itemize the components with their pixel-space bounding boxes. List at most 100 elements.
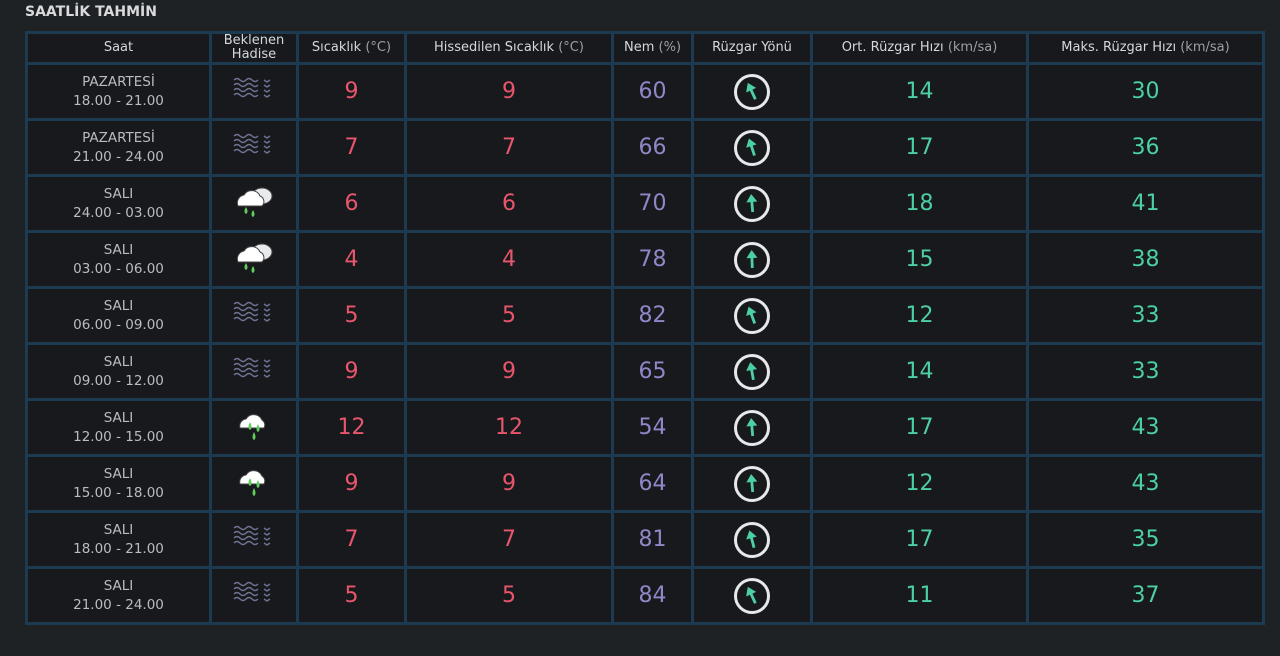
wind-direction-cell: [691, 230, 813, 289]
max-wind-speed: 36: [1026, 118, 1265, 177]
humidity: 82: [611, 286, 694, 345]
time-cell: SALI 18.00 - 21.00: [25, 510, 212, 569]
avg-wind-speed: 17: [810, 398, 1029, 457]
humidity: 54: [611, 398, 694, 457]
wind-direction-arrow-icon: [734, 465, 770, 502]
max-wind-speed: 43: [1026, 454, 1265, 513]
time-range: 03.00 - 06.00: [73, 260, 164, 277]
humidity: 65: [611, 342, 694, 401]
weather-cell: [209, 118, 299, 177]
header-maks: Maks. Rüzgar Hızı (km/sa): [1026, 31, 1265, 65]
rain-icon: [234, 413, 274, 448]
wind-direction-cell: [691, 174, 813, 233]
max-wind-speed: 37: [1026, 566, 1265, 625]
avg-wind-speed: 17: [810, 118, 1029, 177]
time-cell: SALI 06.00 - 09.00: [25, 286, 212, 345]
table-row: SALI 09.00 - 12.00 9 9 65 14 33: [25, 342, 1265, 401]
day-label: SALI: [103, 521, 134, 538]
time-range: 18.00 - 21.00: [73, 540, 164, 557]
header-yon: Rüzgar Yönü: [691, 31, 813, 65]
wind-direction-arrow-icon: [734, 185, 770, 222]
wind-direction-cell: [691, 510, 813, 569]
wind-direction-cell: [691, 398, 813, 457]
rain-cloudy-icon: [230, 243, 278, 280]
time-range: 21.00 - 24.00: [73, 148, 164, 165]
wind-direction-cell: [691, 342, 813, 401]
feels-like: 6: [404, 174, 614, 233]
wind-direction-arrow-icon: [734, 521, 770, 558]
avg-wind-speed: 17: [810, 510, 1029, 569]
weather-cell: [209, 566, 299, 625]
time-cell: SALI 03.00 - 06.00: [25, 230, 212, 289]
weather-cell: [209, 510, 299, 569]
max-wind-speed: 35: [1026, 510, 1265, 569]
time-range: 18.00 - 21.00: [73, 92, 164, 109]
time-range: 09.00 - 12.00: [73, 372, 164, 389]
avg-wind-speed: 11: [810, 566, 1029, 625]
wind-direction-arrow-icon: [734, 241, 770, 278]
day-label: PAZARTESİ: [82, 129, 155, 146]
temperature: 7: [296, 118, 407, 177]
wind-direction-cell: [691, 454, 813, 513]
fog-icon: [232, 525, 276, 555]
rain-icon: [234, 469, 274, 504]
temperature: 9: [296, 454, 407, 513]
header-hissedilen: Hissedilen Sıcaklık (°C): [404, 31, 614, 65]
temperature: 9: [296, 342, 407, 401]
humidity: 78: [611, 230, 694, 289]
hourly-forecast-table: Saat Beklenen Hadise Sıcaklık (°C) Hisse…: [25, 31, 1265, 625]
temperature: 5: [296, 286, 407, 345]
time-range: 06.00 - 09.00: [73, 316, 164, 333]
feels-like: 9: [404, 62, 614, 121]
avg-wind-speed: 12: [810, 454, 1029, 513]
weather-cell: [209, 342, 299, 401]
day-label: PAZARTESİ: [82, 73, 155, 90]
temperature: 12: [296, 398, 407, 457]
day-label: SALI: [103, 577, 134, 594]
time-cell: PAZARTESİ 21.00 - 24.00: [25, 118, 212, 177]
fog-icon: [232, 581, 276, 611]
time-range: 24.00 - 03.00: [73, 204, 164, 221]
weather-cell: [209, 454, 299, 513]
weather-cell: [209, 286, 299, 345]
feels-like: 9: [404, 454, 614, 513]
section-title: SAATLİK TAHMİN: [25, 4, 157, 20]
day-label: SALI: [103, 465, 134, 482]
day-label: SALI: [103, 185, 134, 202]
time-cell: SALI 09.00 - 12.00: [25, 342, 212, 401]
fog-icon: [232, 133, 276, 163]
weather-cell: [209, 398, 299, 457]
day-label: SALI: [103, 353, 134, 370]
feels-like: 7: [404, 510, 614, 569]
humidity: 60: [611, 62, 694, 121]
header-nem: Nem (%): [611, 31, 694, 65]
header-hadise: Beklenen Hadise: [209, 31, 299, 65]
time-cell: PAZARTESİ 18.00 - 21.00: [25, 62, 212, 121]
rain-cloudy-icon: [230, 187, 278, 224]
humidity: 64: [611, 454, 694, 513]
table-row: SALI 12.00 - 15.00 12 12 54 17 43: [25, 398, 1265, 457]
humidity: 81: [611, 510, 694, 569]
day-label: SALI: [103, 409, 134, 426]
avg-wind-speed: 15: [810, 230, 1029, 289]
table-row: SALI 06.00 - 09.00 5 5 82 12 33: [25, 286, 1265, 345]
fog-icon: [232, 301, 276, 331]
max-wind-speed: 38: [1026, 230, 1265, 289]
time-cell: SALI 15.00 - 18.00: [25, 454, 212, 513]
wind-direction-cell: [691, 286, 813, 345]
time-cell: SALI 12.00 - 15.00: [25, 398, 212, 457]
time-cell: SALI 24.00 - 03.00: [25, 174, 212, 233]
table-row: SALI 21.00 - 24.00 5 5 84 11 37: [25, 566, 1265, 625]
wind-direction-arrow-icon: [734, 297, 770, 334]
wind-direction-arrow-icon: [734, 577, 770, 614]
table-row: PAZARTESİ 21.00 - 24.00 7 7 66 17 36: [25, 118, 1265, 177]
humidity: 84: [611, 566, 694, 625]
wind-direction-arrow-icon: [734, 353, 770, 390]
feels-like: 5: [404, 286, 614, 345]
table-row: SALI 18.00 - 21.00 7 7 81 17 35: [25, 510, 1265, 569]
avg-wind-speed: 14: [810, 342, 1029, 401]
header-saat: Saat: [25, 31, 212, 65]
max-wind-speed: 30: [1026, 62, 1265, 121]
wind-direction-arrow-icon: [734, 129, 770, 166]
table-row: SALI 03.00 - 06.00 4 4 78 15 38: [25, 230, 1265, 289]
